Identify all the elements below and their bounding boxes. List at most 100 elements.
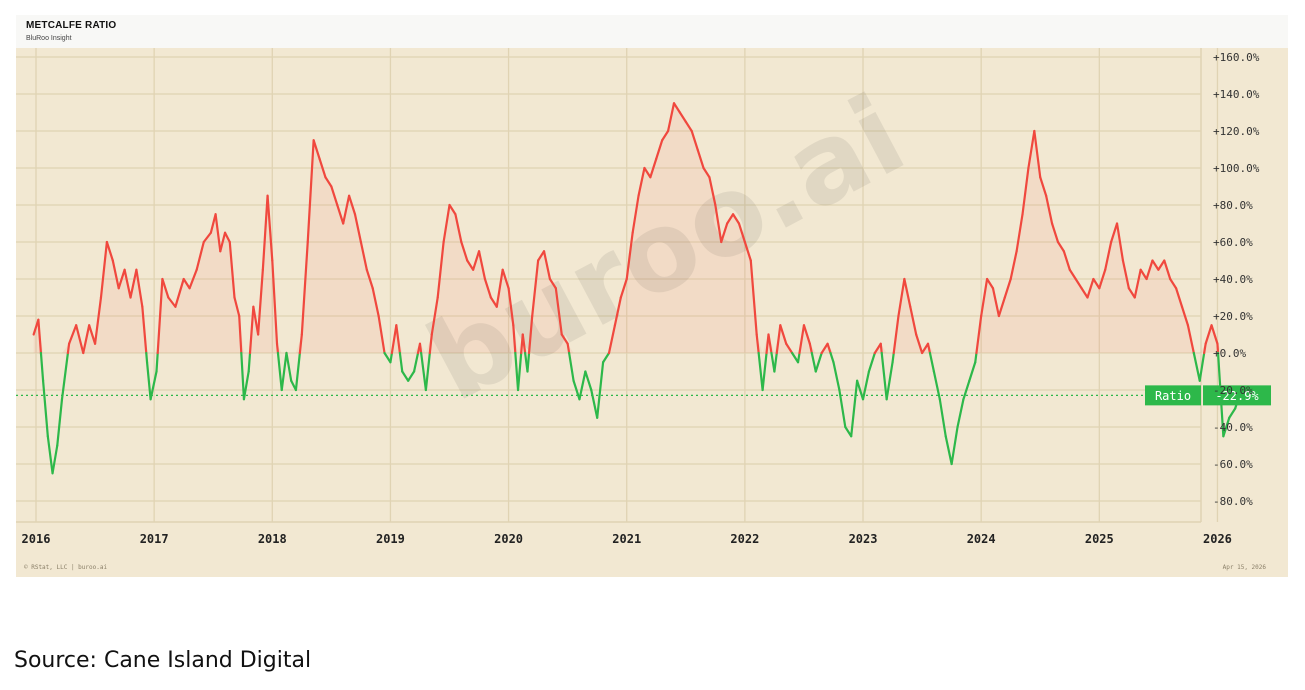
ratio-line-segment [956, 398, 965, 429]
ratio-line-segment [690, 129, 699, 151]
ratio-line-segment [67, 324, 78, 345]
ratio-line-segment [420, 351, 427, 392]
ratio-line-segment [271, 259, 279, 345]
x-tick-label: 2024 [967, 532, 996, 546]
y-axis-ticks: +160.0% +140.0% +120.0% +100.0% +80.0% +60.0%… [1213, 51, 1260, 508]
ratio-line-segment [708, 176, 717, 207]
ratio-line-segment [808, 342, 813, 355]
x-tick-label: 2021 [612, 532, 641, 546]
ratio-line-segment [526, 351, 531, 373]
ratio-line-segment [242, 370, 250, 401]
ratio-line-segment [330, 185, 339, 207]
ratio-line-segment [209, 213, 217, 234]
x-axis-ticks: 2016 2017 2018 2019 2020 2021 2022 2023 2024 2025… [22, 532, 1232, 546]
ratio-line-segment [228, 240, 236, 299]
ratio-line-segment [926, 342, 932, 355]
ratio-line-segment [93, 296, 103, 345]
current-value-text: -22.9% [1215, 389, 1259, 403]
ratio-line-segment [920, 342, 930, 355]
ratio-line-segment [997, 296, 1006, 318]
ratio-line-segment [442, 203, 451, 244]
ratio-line-segment [867, 351, 876, 373]
ratio-line-segment [909, 305, 918, 336]
ratio-line-segment [395, 324, 401, 355]
ratio-line-segment [312, 139, 321, 160]
ratio-line-segment [661, 129, 670, 142]
ratio-line-segment [726, 213, 735, 225]
ratio-line-segment [1210, 324, 1219, 345]
ratio-line-segment [129, 268, 138, 299]
ratio-line-segment [1062, 250, 1071, 271]
source-caption: Source: Cane Island Digital [14, 648, 312, 673]
ratio-line-segment [829, 351, 835, 364]
ratio-line-segment [880, 351, 888, 401]
ratio-line-segment [1021, 166, 1030, 216]
positive-area-fill [33, 103, 1252, 353]
ratio-line-segment [714, 203, 723, 244]
ratio-line-segment [318, 157, 327, 179]
y-tick-label: +40.0% [1213, 273, 1253, 286]
ratio-line-segment [472, 250, 481, 271]
ratio-line-segment [336, 203, 345, 225]
ratio-line-segment [584, 370, 593, 392]
ratio-line-segment [219, 231, 227, 253]
ratio-line-segment [672, 102, 681, 114]
x-tick-label: 2018 [258, 532, 287, 546]
ratio-line-segment [155, 351, 159, 373]
ratio-line-segment [560, 333, 569, 345]
ratio-line-segment [1115, 222, 1125, 262]
ratio-line-segment [371, 287, 380, 318]
ratio-line-segment [145, 361, 152, 401]
ratio-line-segment [1163, 259, 1172, 281]
ratio-line-segment [223, 231, 231, 244]
ratio-line-segment [1086, 277, 1095, 299]
ratio-line-segment [891, 351, 895, 364]
ratio-line-segment [613, 296, 622, 327]
ratio-line-segment [1228, 407, 1237, 419]
ratio-line-segment [123, 268, 132, 299]
ratio-line-segment [448, 203, 457, 216]
ratio-line-segment [247, 351, 252, 373]
ratio-line-segment [607, 324, 617, 355]
ratio-line-segment [202, 231, 212, 244]
ratio-line-segment [501, 268, 510, 290]
ratio-line-segment [1198, 351, 1206, 382]
ratio-line-segment [389, 351, 394, 364]
ratio-line-segment [885, 361, 894, 401]
ratio-line-segment [832, 361, 841, 392]
current-value-badge [1203, 385, 1271, 406]
ratio-line-segment [516, 351, 523, 392]
ratio-line-segment [731, 213, 741, 225]
ratio-line-segment [897, 277, 906, 318]
ratio-line-segment [991, 287, 1000, 318]
ratio-line-segment [938, 398, 947, 438]
ratio-line-segment [483, 277, 492, 299]
y-tick-label: +20.0% [1213, 310, 1253, 323]
y-tick-label: +160.0% [1213, 51, 1260, 64]
ratio-line-segment [454, 213, 463, 244]
ratio-line-segment [117, 268, 126, 290]
ratio-line-segment [466, 259, 475, 271]
y-tick-label: -80.0% [1213, 495, 1253, 508]
ratio-line-segment [903, 277, 912, 308]
x-tick-label: 2019 [376, 532, 405, 546]
ratio-line-segment [757, 351, 764, 392]
ratio-line-segment [240, 351, 246, 401]
ratio-line-segment [1222, 416, 1231, 438]
ratio-line-segment [298, 333, 303, 355]
ratio-line-segment [962, 379, 971, 401]
ratio-line-segment [767, 333, 773, 355]
ratio-line-segment [306, 139, 315, 244]
ratio-line-segment [248, 305, 255, 355]
ratio-line-segment [1169, 277, 1178, 290]
ratio-line-segment [390, 324, 398, 355]
ratio-line-segment [412, 351, 420, 373]
ratio-line-segment [1204, 324, 1213, 345]
ratio-line-segment [785, 342, 794, 355]
ratio-line-segment [1074, 277, 1083, 290]
ratio-line-segment [418, 342, 423, 355]
ratio-line-segment [1180, 305, 1190, 327]
ratio-line-segment [1009, 250, 1018, 281]
ratio-line-segment [810, 351, 817, 373]
ratio-line-segment [521, 333, 527, 355]
